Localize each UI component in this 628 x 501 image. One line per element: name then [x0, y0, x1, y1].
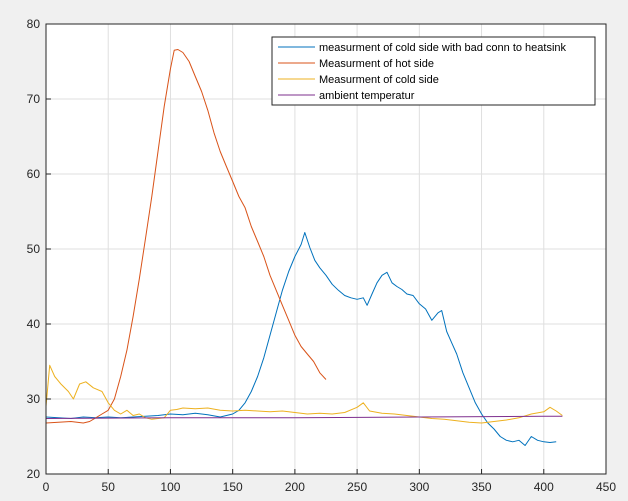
x-tick-label: 350: [472, 480, 492, 494]
x-tick-label: 250: [347, 480, 367, 494]
legend-label: Measurment of cold side: [319, 74, 439, 86]
x-tick-label: 450: [596, 480, 616, 494]
x-tick-label: 50: [102, 480, 116, 494]
series-layer: [45, 49, 563, 446]
x-tick-label: 300: [409, 480, 429, 494]
x-tick-label: 200: [285, 480, 305, 494]
y-tick-label: 40: [27, 317, 41, 331]
ticks: 0 50 100 150 200 250 300 350 400 450 20 30 40 50 60 70 8…: [27, 17, 617, 494]
x-tick-label: 400: [534, 480, 554, 494]
series-line: [45, 364, 563, 424]
legend-label: ambient temperatur: [319, 90, 415, 102]
y-tick-label: 20: [27, 467, 41, 481]
legend: measurment of cold side with bad conn to…: [271, 36, 596, 106]
series-line: [45, 232, 557, 446]
legend-label: measurment of cold side with bad conn to…: [319, 42, 567, 54]
y-tick-label: 60: [27, 167, 41, 181]
y-tick-label: 50: [27, 242, 41, 256]
y-tick-label: 30: [27, 392, 41, 406]
legend-box: [271, 36, 596, 106]
series-line: [45, 415, 563, 419]
x-tick-label: 100: [160, 480, 180, 494]
x-tick-label: 0: [43, 480, 50, 494]
x-tick-label: 150: [223, 480, 243, 494]
y-tick-label: 80: [27, 17, 41, 31]
legend-label: Measurment of hot side: [319, 58, 434, 70]
y-tick-label: 70: [27, 92, 41, 106]
series-line: [45, 49, 327, 424]
